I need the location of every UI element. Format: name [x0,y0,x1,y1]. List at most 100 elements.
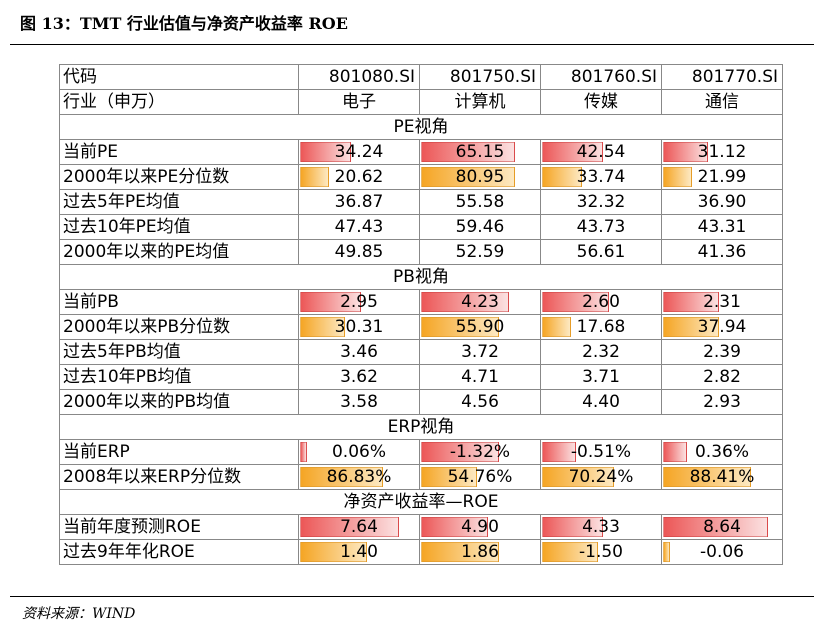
value-cell: 49.85 [298,239,420,265]
value-cell: 30.31 [298,314,420,340]
cell-value: 80.95 [455,167,505,187]
cell-value: -0.51% [570,442,632,462]
value-cell: 31.12 [661,139,783,165]
cell-value: 34.24 [334,142,384,162]
cell-value: 7.64 [340,517,378,537]
table-row: 过去5年PB均值 3.46 3.72 2.32 2.39 [59,339,783,365]
cell-value: 8.64 [703,517,741,537]
row-label: 当前年度预测ROE [59,514,299,540]
cell-value: 55.90 [455,317,505,337]
data-bar [663,442,687,462]
figure-title: 图 13：TMT 行业估值与净资产收益率 ROE [20,14,348,33]
cell-value: 47.43 [334,217,384,237]
code-cell: 801770.SI [661,64,783,90]
code-cell: 801080.SI [298,64,420,90]
row-label: 当前PE [59,139,299,165]
value-cell: -0.51% [540,439,662,465]
code-cell: 801750.SI [419,64,541,90]
data-bar [542,442,576,462]
value-cell: 33.74 [540,164,662,190]
industry-cell: 电子 [298,89,420,115]
value-cell: 1.86 [419,539,541,565]
data-bar [421,442,499,462]
section-header-row: PB视角 [59,264,783,290]
industry-cell: 通信 [661,89,783,115]
table-row: 过去10年PB均值 3.62 4.71 3.71 2.82 [59,364,783,390]
code-row: 代码 801080.SI 801750.SI 801760.SI 801770.… [59,64,783,90]
value-cell: 4.23 [419,289,541,315]
code-cell: 801760.SI [540,64,662,90]
cell-value: 3.72 [461,342,499,362]
value-cell: -1.50 [540,539,662,565]
value-cell: 7.64 [298,514,420,540]
row-label: 2008年以来ERP分位数 [59,464,299,490]
cell-value: 31.12 [697,142,747,162]
value-cell: 47.43 [298,214,420,240]
section-title: PB视角 [59,264,783,290]
value-cell: 8.64 [661,514,783,540]
cell-value: -1.50 [579,542,623,562]
value-cell: 55.90 [419,314,541,340]
cell-value: 49.85 [334,242,384,262]
value-cell: 17.68 [540,314,662,340]
data-bar [300,517,399,537]
value-cell: 88.41% [661,464,783,490]
value-cell: 2.93 [661,389,783,415]
table-row: 2000年以来PB分位数 30.31 55.90 17.68 37.94 [59,314,783,340]
row-label: 2000年以来的PB均值 [59,389,299,415]
industry-cell: 传媒 [540,89,662,115]
cell-value: 36.87 [334,192,384,212]
row-label: 过去5年PB均值 [59,339,299,365]
row-label: 2000年以来的PE均值 [59,239,299,265]
cell-value: 20.62 [334,167,384,187]
source-note: 资料来源：WIND [22,606,136,622]
cell-value: 52.59 [455,242,505,262]
code-label: 代码 [59,64,299,90]
cell-value: 2.95 [340,292,378,312]
cell-value: 17.68 [576,317,626,337]
data-bar [663,167,692,187]
value-cell: 4.90 [419,514,541,540]
cell-value: -1.32% [449,442,511,462]
cell-value: 0.36% [694,442,749,462]
cell-value: 59.46 [455,217,505,237]
table-row: 当前PB 2.95 4.23 2.60 2.31 [59,289,783,315]
data-bar [663,467,751,487]
cell-value: 3.71 [582,367,620,387]
data-bar [300,167,329,187]
cell-value: 1.86 [461,542,499,562]
table-row: 过去5年PE均值 36.87 55.58 32.32 36.90 [59,189,783,215]
section-title: PE视角 [59,114,783,140]
cell-value: -0.06 [700,542,744,562]
value-cell: -0.06 [661,539,783,565]
cell-value: 2.31 [703,292,741,312]
data-bar [421,542,499,562]
value-cell: 3.46 [298,339,420,365]
cell-value: 33.74 [576,167,626,187]
value-cell: -1.32% [419,439,541,465]
cell-value: 0.06% [331,442,386,462]
section-title: 净资产收益率—ROE [59,489,783,515]
value-cell: 2.60 [540,289,662,315]
value-cell: 1.40 [298,539,420,565]
value-cell: 4.33 [540,514,662,540]
value-cell: 59.46 [419,214,541,240]
data-bar [663,292,719,312]
cell-value: 88.41% [689,467,755,487]
value-cell: 2.82 [661,364,783,390]
cell-value: 2.93 [703,392,741,412]
value-cell: 80.95 [419,164,541,190]
value-cell: 65.15 [419,139,541,165]
cell-value: 41.36 [697,242,747,262]
table-row: 2000年以来的PE均值 49.85 52.59 56.61 41.36 [59,239,783,265]
industry-label: 行业（申万） [59,89,299,115]
table-row: 过去10年PE均值 47.43 59.46 43.73 43.31 [59,214,783,240]
cell-value: 4.56 [461,392,499,412]
cell-value: 4.71 [461,367,499,387]
value-cell: 0.36% [661,439,783,465]
value-cell: 4.40 [540,389,662,415]
cell-value: 3.62 [340,367,378,387]
row-label: 当前PB [59,289,299,315]
cell-value: 65.15 [455,142,505,162]
value-cell: 2.31 [661,289,783,315]
